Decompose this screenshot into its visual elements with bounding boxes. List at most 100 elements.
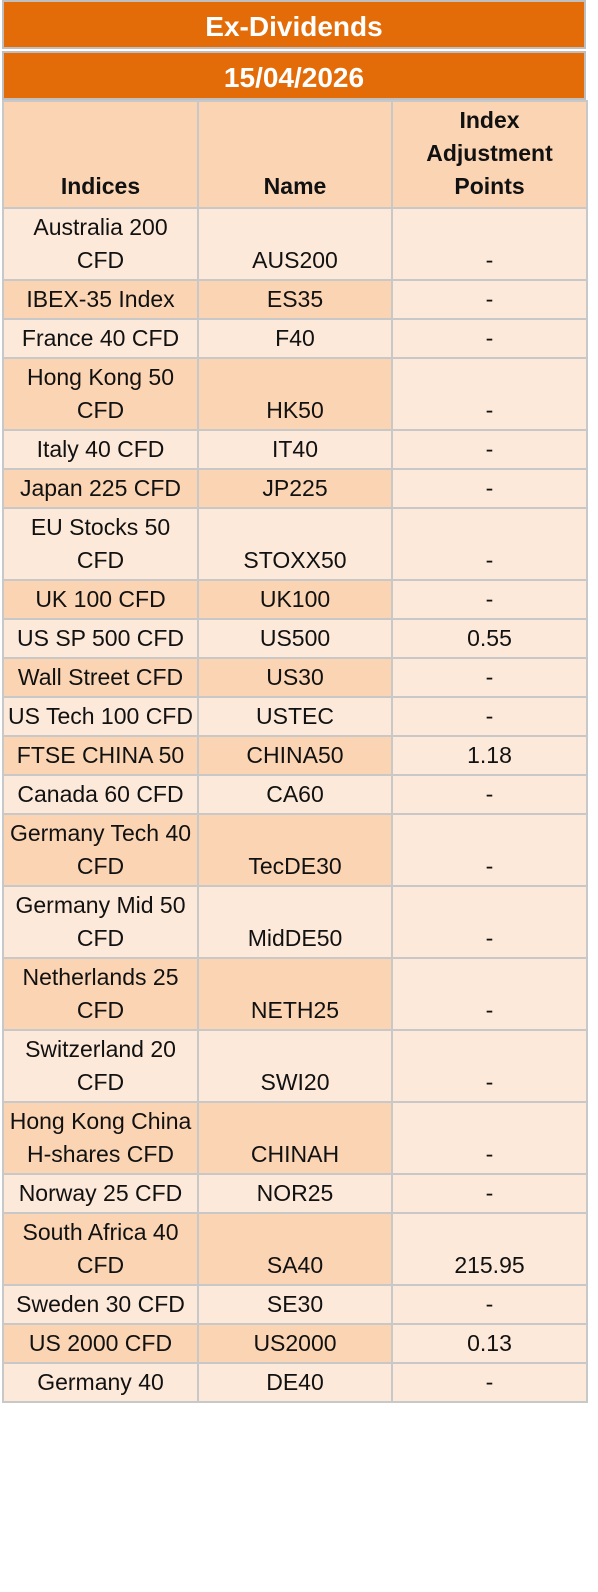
cell-index-name[interactable]: IBEX-35 Index	[2, 279, 199, 320]
cell-symbol[interactable]: F40	[197, 318, 393, 359]
table-row: EU Stocks 50 CFD STOXX50-	[2, 507, 588, 581]
cell-symbol[interactable]: CHINA50	[197, 735, 393, 776]
cell-index-name[interactable]: Hong Kong 50 CFD	[2, 357, 199, 431]
cell-symbol[interactable]: NOR25	[197, 1173, 393, 1214]
table-body: Australia 200 CFD AUS200- IBEX-35 Index ES3…	[2, 207, 588, 1403]
cell-symbol[interactable]: UK100	[197, 579, 393, 620]
table-header-row: Indices Name Index Adjustment Points	[2, 100, 588, 209]
cell-index-name[interactable]: Hong Kong China H-shares CFD	[2, 1101, 199, 1175]
cell-index-name[interactable]: FTSE CHINA 50	[2, 735, 199, 776]
table-row: Switzerland 20 CFD SWI20-	[2, 1029, 588, 1103]
table-row: US 2000 CFD US2000 0.13	[2, 1323, 588, 1364]
table-row: IBEX-35 Index ES35-	[2, 279, 588, 320]
table-row: UK 100 CFD UK100-	[2, 579, 588, 620]
table-row: Australia 200 CFD AUS200-	[2, 207, 588, 281]
cell-adjustment-points[interactable]: -	[391, 657, 588, 698]
table-row: US Tech 100 CFD USTEC -	[2, 696, 588, 737]
cell-adjustment-points[interactable]: -	[391, 507, 588, 581]
table-row: Norway 25 CFD NOR25-	[2, 1173, 588, 1214]
cell-adjustment-points[interactable]: -	[391, 813, 588, 887]
table-row: Canada 60 CFD CA60-	[2, 774, 588, 815]
cell-adjustment-points[interactable]: -	[391, 1029, 588, 1103]
cell-symbol[interactable]: SE30	[197, 1284, 393, 1325]
cell-symbol[interactable]: STOXX50	[197, 507, 393, 581]
cell-index-name[interactable]: US Tech 100 CFD	[2, 696, 199, 737]
cell-symbol[interactable]: SWI20	[197, 1029, 393, 1103]
sheet-title: Ex-Dividends	[2, 0, 586, 49]
cell-index-name[interactable]: Canada 60 CFD	[2, 774, 199, 815]
cell-symbol[interactable]: TecDE30	[197, 813, 393, 887]
ex-dividends-table: Indices Name Index Adjustment Points Aus…	[2, 100, 588, 1403]
ex-dividends-sheet: Ex-Dividends 15/04/2026 Indices Name Ind…	[2, 0, 588, 1403]
cell-symbol[interactable]: MidDE50	[197, 885, 393, 959]
table-row: Germany 40 DE40-	[2, 1362, 588, 1403]
cell-symbol[interactable]: CHINAH	[197, 1101, 393, 1175]
cell-index-name[interactable]: South Africa 40 CFD	[2, 1212, 199, 1286]
cell-adjustment-points[interactable]: -	[391, 885, 588, 959]
table-row: Sweden 30 CFD SE30-	[2, 1284, 588, 1325]
cell-index-name[interactable]: Germany 40	[2, 1362, 199, 1403]
table-row: Wall Street CFD US30-	[2, 657, 588, 698]
cell-index-name[interactable]: Netherlands 25 CFD	[2, 957, 199, 1031]
cell-adjustment-points[interactable]: -	[391, 1362, 588, 1403]
cell-index-name[interactable]: Germany Tech 40 CFD	[2, 813, 199, 887]
table-row: FTSE CHINA 50 CHINA50 1.18	[2, 735, 588, 776]
cell-index-name[interactable]: UK 100 CFD	[2, 579, 199, 620]
cell-index-name[interactable]: US 2000 CFD	[2, 1323, 199, 1364]
table-row: US SP 500 CFD US500 0.55	[2, 618, 588, 659]
cell-symbol[interactable]: IT40	[197, 429, 393, 470]
cell-index-name[interactable]: EU Stocks 50 CFD	[2, 507, 199, 581]
cell-adjustment-points[interactable]: -	[391, 318, 588, 359]
table-row: Hong Kong 50 CFD HK50-	[2, 357, 588, 431]
cell-symbol[interactable]: US30	[197, 657, 393, 698]
cell-adjustment-points[interactable]: -	[391, 1173, 588, 1214]
cell-adjustment-points[interactable]: 0.13	[391, 1323, 588, 1364]
cell-symbol[interactable]: JP225	[197, 468, 393, 509]
column-header-adjustment-points[interactable]: Index Adjustment Points	[391, 100, 588, 209]
cell-adjustment-points[interactable]: -	[391, 579, 588, 620]
sheet-date: 15/04/2026	[2, 51, 586, 100]
cell-adjustment-points[interactable]: 0.55	[391, 618, 588, 659]
cell-adjustment-points[interactable]: -	[391, 207, 588, 281]
cell-index-name[interactable]: France 40 CFD	[2, 318, 199, 359]
cell-symbol[interactable]: USTEC	[197, 696, 393, 737]
cell-symbol[interactable]: CA60	[197, 774, 393, 815]
cell-symbol[interactable]: US500	[197, 618, 393, 659]
cell-symbol[interactable]: NETH25	[197, 957, 393, 1031]
cell-index-name[interactable]: Italy 40 CFD	[2, 429, 199, 470]
table-row: Hong Kong China H-shares CFD CHINAH -	[2, 1101, 588, 1175]
cell-adjustment-points[interactable]: -	[391, 279, 588, 320]
cell-index-name[interactable]: Australia 200 CFD	[2, 207, 199, 281]
cell-adjustment-points[interactable]: -	[391, 774, 588, 815]
cell-adjustment-points[interactable]: -	[391, 1101, 588, 1175]
table-row: Japan 225 CFD JP225-	[2, 468, 588, 509]
table-row: Germany Mid 50 CFD MidDE50-	[2, 885, 588, 959]
table-row: Germany Tech 40 CFD TecDE30-	[2, 813, 588, 887]
cell-index-name[interactable]: Sweden 30 CFD	[2, 1284, 199, 1325]
cell-adjustment-points[interactable]: -	[391, 468, 588, 509]
cell-adjustment-points[interactable]: -	[391, 1284, 588, 1325]
cell-index-name[interactable]: Wall Street CFD	[2, 657, 199, 698]
column-header-name[interactable]: Name	[197, 100, 393, 209]
cell-index-name[interactable]: Switzerland 20 CFD	[2, 1029, 199, 1103]
cell-index-name[interactable]: Germany Mid 50 CFD	[2, 885, 199, 959]
cell-adjustment-points[interactable]: -	[391, 357, 588, 431]
cell-adjustment-points[interactable]: -	[391, 957, 588, 1031]
table-row: Italy 40 CFD IT40-	[2, 429, 588, 470]
cell-index-name[interactable]: Japan 225 CFD	[2, 468, 199, 509]
cell-symbol[interactable]: AUS200	[197, 207, 393, 281]
cell-symbol[interactable]: ES35	[197, 279, 393, 320]
cell-symbol[interactable]: HK50	[197, 357, 393, 431]
cell-adjustment-points[interactable]: 215.95	[391, 1212, 588, 1286]
table-row: Netherlands 25 CFD NETH25-	[2, 957, 588, 1031]
cell-symbol[interactable]: DE40	[197, 1362, 393, 1403]
cell-symbol[interactable]: US2000	[197, 1323, 393, 1364]
cell-index-name[interactable]: US SP 500 CFD	[2, 618, 199, 659]
cell-adjustment-points[interactable]: -	[391, 429, 588, 470]
cell-adjustment-points[interactable]: 1.18	[391, 735, 588, 776]
table-row: France 40 CFD F40-	[2, 318, 588, 359]
column-header-indices[interactable]: Indices	[2, 100, 199, 209]
cell-symbol[interactable]: SA40	[197, 1212, 393, 1286]
cell-index-name[interactable]: Norway 25 CFD	[2, 1173, 199, 1214]
cell-adjustment-points[interactable]: -	[391, 696, 588, 737]
